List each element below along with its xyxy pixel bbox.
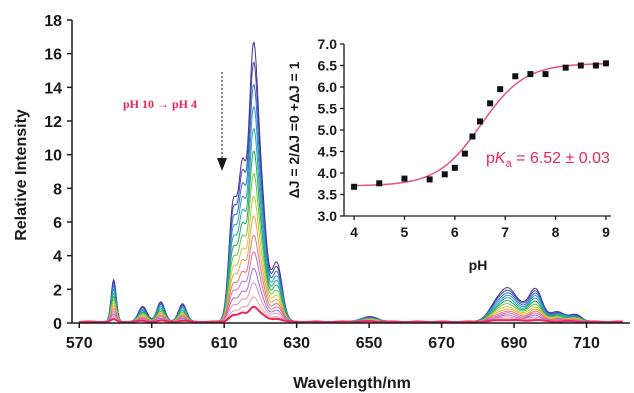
pka-prefix: p <box>486 150 495 167</box>
inset-data-point <box>562 64 569 71</box>
inset-data-point <box>512 73 519 80</box>
main-y-ticks: 0 2 4 6 8 10 12 14 16 18 <box>44 13 72 333</box>
inset-data-point <box>527 71 534 78</box>
spectrum-series <box>79 305 623 324</box>
main-y-tick-label: 8 <box>53 181 62 198</box>
main-x-tick-label: 670 <box>428 335 455 352</box>
main-y-tick-label: 10 <box>44 148 62 165</box>
pka-value: = 6.52 ± 0.03 <box>512 150 610 167</box>
inset-y-axis-label: ΔJ = 2/ΔJ =0 +ΔJ = 1 <box>286 61 302 198</box>
main-plot: 570 590 610 630 650 670 690 710 0 2 4 6 8 10 12 14 16 18… <box>13 13 630 392</box>
inset-data-point <box>487 100 494 107</box>
main-y-tick-label: 18 <box>44 13 62 30</box>
main-x-tick-label: 710 <box>573 335 600 352</box>
inset-y-ticks: 3.0 3.5 4.0 4.5 5.0 5.5 6.0 6.5 7.0 <box>318 36 344 224</box>
main-y-tick-label: 2 <box>53 282 62 299</box>
inset-y-tick-label: 6.0 <box>318 79 338 95</box>
main-x-tick-label: 570 <box>66 335 93 352</box>
inset-y-tick-label: 4.5 <box>318 144 338 160</box>
spectrum-series <box>79 83 623 323</box>
pka-k: K <box>495 150 507 167</box>
main-x-tick-label: 610 <box>211 335 238 352</box>
inset-data-point <box>542 71 549 78</box>
inset-data-point <box>441 171 448 178</box>
inset-y-tick-label: 7.0 <box>318 36 338 52</box>
inset-data-point <box>401 175 408 182</box>
sigmoid-fit-line <box>351 62 609 187</box>
main-y-axis-label: Relative Intensity <box>13 109 30 241</box>
inset-x-axis-label: pH <box>469 257 488 273</box>
inset-y-tick-label: 3.0 <box>318 208 338 224</box>
inset-data-point <box>376 180 383 187</box>
main-y-tick-label: 14 <box>44 80 62 97</box>
inset-x-tick-label: 9 <box>602 224 610 240</box>
spectrum-series <box>79 105 623 323</box>
main-x-tick-label: 590 <box>138 335 165 352</box>
main-x-ticks: 570 590 610 630 650 670 690 710 <box>66 323 600 352</box>
spectrum-series <box>79 41 623 323</box>
inset-y-tick-label: 4.0 <box>318 165 338 181</box>
main-y-tick-label: 16 <box>44 47 62 64</box>
inset-data-points <box>351 60 609 190</box>
main-x-tick-label: 690 <box>501 335 528 352</box>
main-y-tick-label: 4 <box>53 249 62 266</box>
inset-data-point <box>461 150 468 157</box>
main-y-tick-label: 0 <box>53 316 62 333</box>
inset-data-point <box>477 118 484 125</box>
inset-x-tick-label: 4 <box>350 224 358 240</box>
inset-x-tick-label: 6 <box>451 224 459 240</box>
inset-y-tick-label: 3.5 <box>318 187 338 203</box>
spectra-series-group <box>79 41 623 324</box>
main-x-tick-label: 650 <box>356 335 383 352</box>
inset-data-point <box>451 164 458 171</box>
inset-y-tick-label: 5.5 <box>318 101 338 117</box>
inset-data-point <box>602 60 609 67</box>
down-arrow-icon <box>217 72 227 171</box>
pka-sub: a <box>506 158 513 170</box>
inset-plot: 4 5 6 7 8 9 3.0 3.5 4.0 4.5 5.0 5.5 6.0 6.5 7.0 pH ΔJ… <box>286 36 611 273</box>
main-x-tick-label: 630 <box>283 335 310 352</box>
pka-label: pKa = 6.52 ± 0.03 <box>486 150 610 170</box>
main-x-axis-label: Wavelength/nm <box>293 375 411 392</box>
inset-x-tick-label: 7 <box>501 224 509 240</box>
inset-y-tick-label: 6.5 <box>318 58 338 74</box>
inset-x-ticks: 4 5 6 7 8 9 <box>350 216 610 240</box>
ph-annotation: pH 10 → pH 4 <box>123 97 197 111</box>
main-y-tick-label: 6 <box>53 215 62 232</box>
inset-y-tick-label: 5.0 <box>318 122 338 138</box>
inset-x-tick-label: 5 <box>401 224 409 240</box>
main-y-tick-label: 12 <box>44 114 62 131</box>
inset-data-point <box>497 86 504 93</box>
inset-data-point <box>592 62 599 69</box>
inset-data-point <box>469 133 476 140</box>
inset-data-point <box>577 62 584 69</box>
inset-x-tick-label: 8 <box>552 224 560 240</box>
inset-data-point <box>426 176 433 183</box>
inset-data-point <box>351 183 358 190</box>
